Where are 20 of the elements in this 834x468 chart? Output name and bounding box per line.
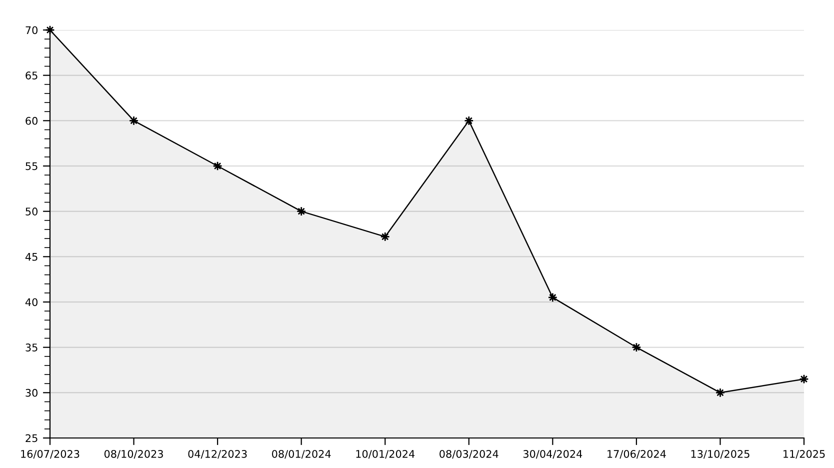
y-tick-label: 45 [25,253,38,261]
x-tick-label: 16/07/2023 [21,450,80,459]
y-tick-label: 30 [26,388,38,397]
y-tick-label: 35 [26,344,38,352]
x-tick-label: 10/01/2024 [356,450,415,459]
y-tick-label: 60 [26,116,38,125]
y-tick-label: 50 [26,208,38,216]
x-tick-label: 17/06/2024 [608,450,666,459]
x-tick-label: 08/01/2024 [272,450,331,459]
x-tick-label: 04/12/2023 [188,450,247,459]
y-tick-label: 55 [26,162,38,170]
y-tick-label: 40 [25,298,38,306]
x-tick-label: 08/10/2023 [104,450,163,459]
y-tick-label: 65 [26,72,38,80]
x-tick-label: 30/04/2024 [523,450,582,459]
x-tick-label: 11/2025 [784,450,825,459]
y-tick-label: 70 [26,26,38,34]
y-tick-label: 25 [26,434,38,442]
x-tick-label: 08/03/2024 [440,450,498,459]
x-tick-label: 13/10/2025 [691,450,750,459]
